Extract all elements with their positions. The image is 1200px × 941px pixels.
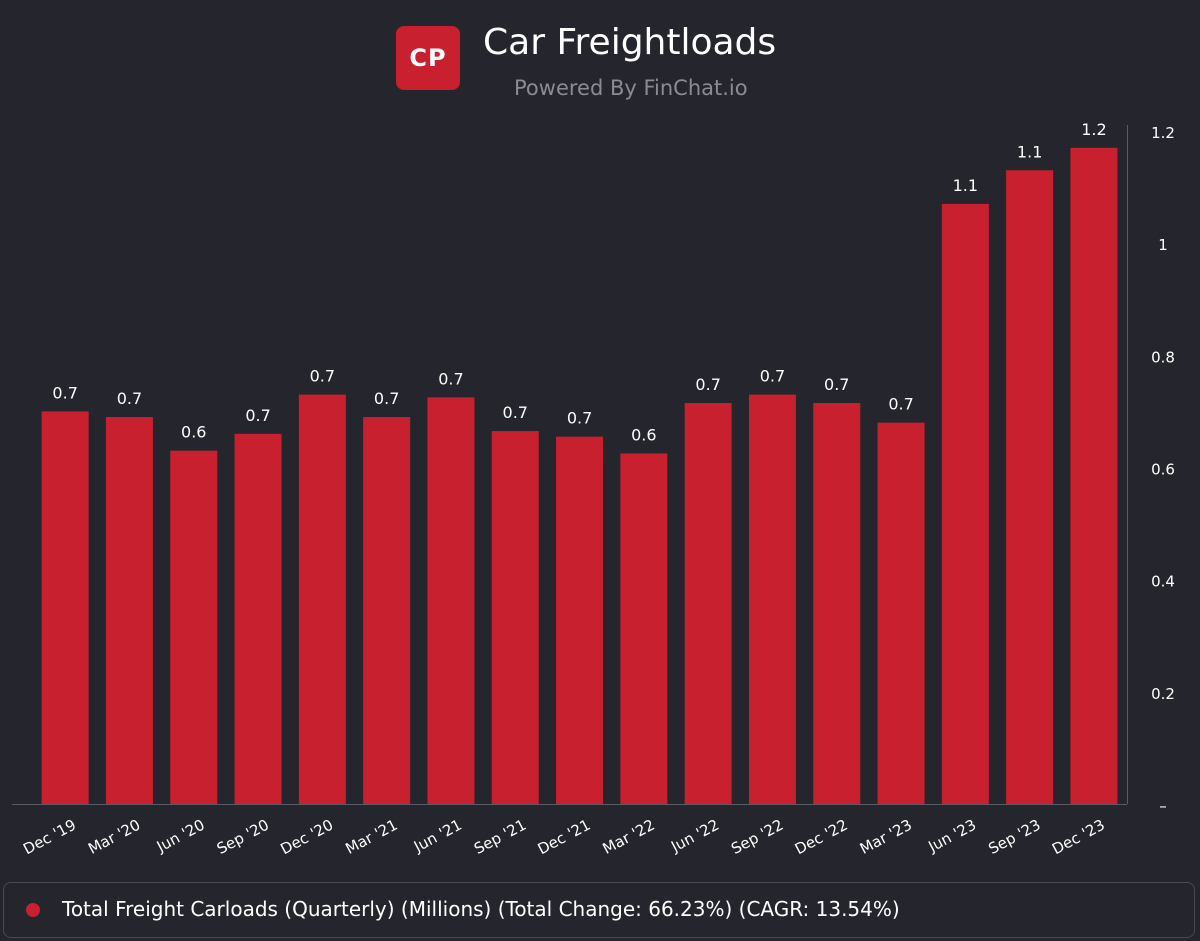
data-label: 0.6 bbox=[181, 423, 206, 442]
y-tick-label: 0.6 bbox=[1151, 461, 1175, 479]
data-label: 0.6 bbox=[631, 425, 656, 444]
y-tick-label: 0.4 bbox=[1151, 573, 1175, 591]
legend-swatch-icon bbox=[26, 903, 40, 917]
bar bbox=[105, 417, 153, 804]
x-tick-label: Sep '23 bbox=[985, 816, 1043, 858]
x-tick-label: Dec '23 bbox=[1049, 816, 1108, 859]
data-label: 0.7 bbox=[695, 375, 720, 394]
data-label: 0.7 bbox=[52, 383, 77, 402]
bar bbox=[298, 394, 346, 804]
data-label: 0.7 bbox=[245, 406, 270, 425]
bar bbox=[877, 422, 925, 804]
chart-subtitle: Powered By FinChat.io bbox=[514, 76, 748, 100]
data-label: 0.7 bbox=[503, 403, 528, 422]
x-tick-label: Jun '22 bbox=[667, 816, 722, 857]
data-label: 0.7 bbox=[117, 389, 142, 408]
logo-text: CP bbox=[409, 44, 447, 72]
bar bbox=[1070, 147, 1118, 804]
data-label: 1.1 bbox=[1017, 142, 1042, 161]
bar bbox=[170, 450, 218, 804]
x-tick-label: Sep '20 bbox=[214, 816, 272, 858]
bar bbox=[234, 433, 282, 804]
data-label: 0.7 bbox=[374, 389, 399, 408]
legend-label: Total Freight Carloads (Quarterly) (Mill… bbox=[62, 897, 900, 921]
bar bbox=[813, 403, 861, 804]
bar bbox=[620, 453, 668, 804]
x-tick-label: Mar '22 bbox=[600, 816, 658, 858]
data-label: 0.7 bbox=[438, 369, 463, 388]
y-tick-label: 0.2 bbox=[1151, 685, 1175, 703]
chart-title: Car Freightloads bbox=[483, 22, 777, 63]
y-tick-label: – bbox=[1159, 797, 1167, 815]
data-label: 0.7 bbox=[310, 367, 335, 386]
bar bbox=[41, 411, 89, 804]
y-tick-label: 0.8 bbox=[1151, 348, 1175, 366]
legend[interactable]: Total Freight Carloads (Quarterly) (Mill… bbox=[3, 882, 1195, 938]
data-label: 1.2 bbox=[1081, 120, 1106, 139]
bar bbox=[427, 397, 475, 804]
bar bbox=[1006, 170, 1054, 805]
x-tick-label: Mar '23 bbox=[857, 816, 915, 858]
data-label: 1.1 bbox=[953, 176, 978, 195]
chart-header: CP Car Freightloads Powered By FinChat.i… bbox=[0, 0, 1200, 110]
x-tick-label: Sep '22 bbox=[728, 816, 786, 858]
data-label: 0.7 bbox=[888, 395, 913, 414]
bar bbox=[748, 394, 796, 804]
x-tick-label: Dec '20 bbox=[277, 816, 336, 859]
y-tick-label: 1 bbox=[1158, 236, 1168, 254]
x-tick-label: Dec '19 bbox=[20, 816, 79, 859]
bar-chart: – 0.2 0.4 0.6 0.8 1 1.2 0.7 Dec '19 0.7 Mar '20 0.6… bbox=[12, 120, 1175, 859]
x-tick-label: Jun '23 bbox=[924, 816, 979, 857]
cp-logo: CP bbox=[396, 26, 460, 90]
data-label: 0.7 bbox=[824, 375, 849, 394]
x-tick-label: Mar '21 bbox=[342, 816, 400, 858]
bar bbox=[941, 203, 989, 805]
x-tick-label: Sep '21 bbox=[471, 816, 529, 858]
x-tick-label: Jun '21 bbox=[410, 816, 465, 857]
bar bbox=[491, 431, 539, 804]
x-tick-label: Jun '20 bbox=[153, 816, 208, 857]
x-tick-label: Mar '20 bbox=[85, 816, 143, 858]
bar bbox=[556, 436, 604, 804]
x-tick-label: Dec '22 bbox=[792, 816, 851, 859]
data-label: 0.7 bbox=[760, 367, 785, 386]
y-tick-label: 1.2 bbox=[1151, 124, 1175, 142]
x-tick-label: Dec '21 bbox=[535, 816, 594, 859]
bar bbox=[363, 417, 411, 804]
bar bbox=[684, 403, 732, 804]
data-label: 0.7 bbox=[567, 409, 592, 428]
